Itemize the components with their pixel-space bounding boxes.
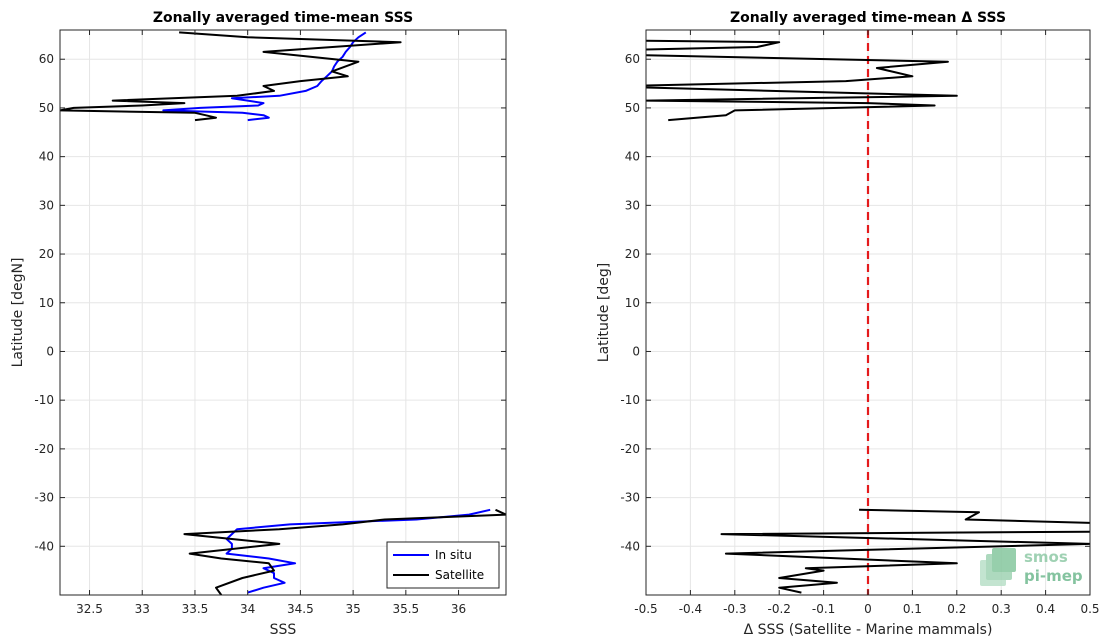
panel1-series-line (60, 31, 402, 122)
panel2-x-tick-label: 0.2 (947, 602, 966, 616)
panel2-y-tick-label: 50 (625, 101, 640, 115)
panel1-x-tick-label: 34.5 (287, 602, 314, 616)
legend-label-satellite: Satellite (435, 568, 484, 582)
panel2-x-tick-label: -0.5 (634, 602, 657, 616)
panel2-x-tick-label: 0.4 (1036, 602, 1055, 616)
panel1-x-tick-label: 33 (135, 602, 150, 616)
panel1-y-tick-label: -40 (34, 539, 54, 553)
logo-text-smos: smos (1024, 548, 1068, 566)
panel2-y-tick-label: 20 (625, 247, 640, 261)
panel2-y-tick-label: -20 (620, 442, 640, 456)
panel1-y-tick-label: 10 (39, 296, 54, 310)
panel1-series-satellite (60, 31, 506, 595)
panel1-x-tick-label: 33.5 (182, 602, 209, 616)
panel2-series-line (646, 54, 958, 122)
panel1-y-tick-label: 30 (39, 198, 54, 212)
panel1-plot-area (60, 30, 506, 595)
panel2-x-tick-label: -0.1 (812, 602, 835, 616)
panel2-series-line (859, 508, 1090, 524)
panel1-x-tick-label: 32.5 (76, 602, 103, 616)
panel2-y-tick-label: 10 (625, 296, 640, 310)
panel2-y-tick-label: 30 (625, 198, 640, 212)
legend-label-in-situ: In situ (435, 548, 472, 562)
panel2-x-tick-label: -0.2 (767, 602, 790, 616)
panel1-series-line (183, 508, 506, 595)
panel2-x-tick-label: -0.4 (679, 602, 702, 616)
panel2-y-tick-label: 0 (632, 344, 640, 358)
panel1-series-line (162, 31, 367, 122)
panel1-y-tick-label: 20 (39, 247, 54, 261)
panel2-series-line (646, 39, 781, 51)
panel1-y-tick-label: -30 (34, 491, 54, 505)
panel2-title: Zonally averaged time-mean Δ SSS (730, 10, 1006, 26)
panel2-x-tick-label: 0.3 (992, 602, 1011, 616)
panel2-x-tick-label: 0.1 (903, 602, 922, 616)
panel1-y-axis-label: Latitude [degN] (10, 258, 26, 368)
panel1-y-tick-label: 50 (39, 101, 54, 115)
panel1-x-tick-label: 35 (345, 602, 360, 616)
panel1-y-tick-label: -10 (34, 393, 54, 407)
panel2-y-tick-label: -30 (620, 491, 640, 505)
panel1-title: Zonally averaged time-mean SSS (153, 10, 413, 26)
panel2-y-axis-label: Latitude [deg] (596, 263, 612, 362)
panel2-y-tick-label: -10 (620, 393, 640, 407)
logo-cube (992, 548, 1016, 572)
panel1-y-tick-label: 40 (39, 150, 54, 164)
legend: In situ Satellite (386, 541, 500, 589)
panel2-x-tick-label: -0.3 (723, 602, 746, 616)
panel1-x-tick-label: 35.5 (392, 602, 419, 616)
panel1-axes-box (59, 29, 507, 596)
panel1-y-tick-label: 60 (39, 52, 54, 66)
panel2-y-tick-label: 40 (625, 150, 640, 164)
panel1-y-tick-label: -20 (34, 442, 54, 456)
panel1-x-tick-label: 34 (240, 602, 255, 616)
panel1-x-tick-label: 36 (451, 602, 466, 616)
panel2-series-delta-sss (646, 39, 1090, 594)
logo-text-pi-mep: pi-mep (1024, 567, 1083, 585)
legend-box (386, 541, 500, 589)
panel2-x-tick-label: 0 (864, 602, 872, 616)
panel2-x-tick-label: 0.5 (1080, 602, 1099, 616)
panel1-x-axis-label: SSS (270, 622, 297, 638)
panel2-y-tick-label: -40 (620, 539, 640, 553)
panel2-x-axis-label: Δ SSS (Satellite - Marine mammals) (744, 622, 993, 638)
panel2-y-tick-label: 60 (625, 52, 640, 66)
panel2-series-line (720, 530, 1090, 594)
panel1-y-tick-label: 0 (46, 344, 54, 358)
